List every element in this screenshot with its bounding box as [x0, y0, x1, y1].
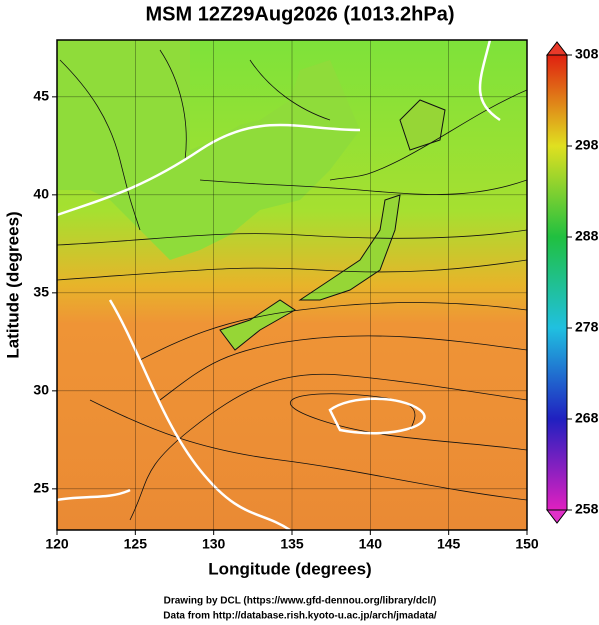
credit: Drawing by DCL (https://www.gfd-dennou.o… — [164, 596, 437, 607]
colorbar-tick-label: 288 — [575, 228, 599, 244]
colorbar-tick-label: 308 — [575, 46, 599, 62]
x-tick-label: 135 — [280, 536, 304, 552]
x-tick-label: 120 — [45, 536, 69, 552]
x-tick-label: 125 — [124, 536, 148, 552]
colorbar-tick-label: 258 — [575, 501, 599, 517]
title: MSM 12Z29Aug2026 (1013.2hPa) — [145, 3, 454, 25]
colorbar-tick-label: 298 — [575, 137, 599, 153]
colorbar-min-arrow — [545, 509, 569, 524]
contours — [57, 40, 501, 530]
colorbar-max-arrow — [545, 41, 569, 56]
y-tick-label: 35 — [33, 284, 49, 300]
x-tick-label: 145 — [437, 536, 461, 552]
colorbar-tick-label: 268 — [575, 410, 599, 426]
x-tick-label: 130 — [202, 536, 226, 552]
y-tick-label: 25 — [33, 480, 49, 496]
coastline — [219, 99, 446, 351]
y-tick-label: 30 — [33, 382, 49, 398]
y-tick-label: 40 — [33, 186, 49, 202]
credit: Data from http://database.rish.kyoto-u.a… — [163, 611, 437, 622]
y-axis-label: Latitude (degrees) — [3, 211, 22, 358]
x-axis-label: Longitude (degrees) — [208, 559, 371, 578]
colorbar-tick-label: 278 — [575, 319, 599, 335]
colorbar — [546, 54, 568, 511]
x-tick-label: 140 — [359, 536, 383, 552]
land — [57, 40, 360, 260]
x-tick-label: 150 — [515, 536, 539, 552]
y-tick-label: 45 — [33, 88, 49, 104]
